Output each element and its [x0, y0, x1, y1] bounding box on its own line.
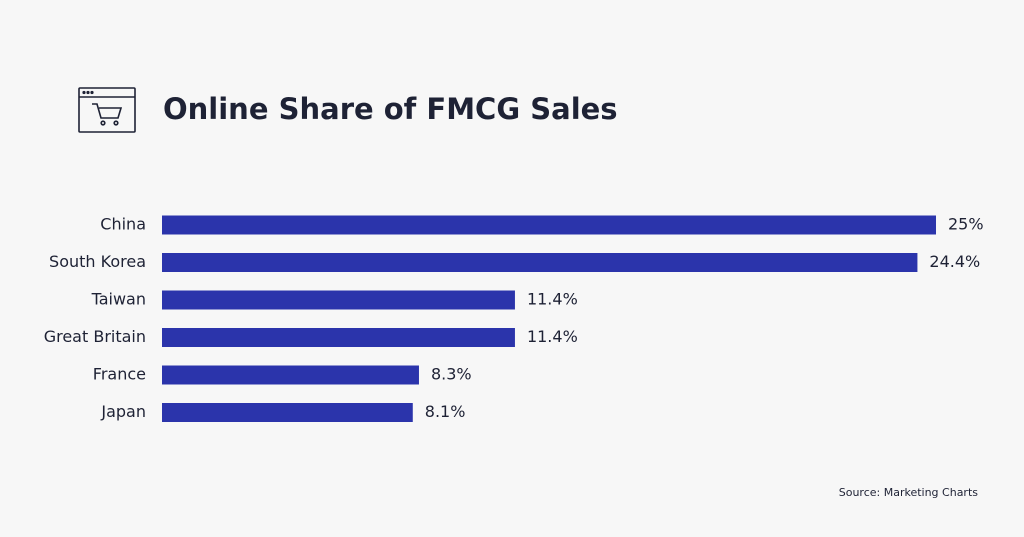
value-label: 8.1% — [425, 402, 466, 421]
value-label: 11.4% — [527, 327, 578, 346]
category-label: South Korea — [49, 252, 146, 271]
value-label: 8.3% — [431, 365, 472, 384]
category-label: China — [100, 215, 146, 234]
value-label: 25% — [948, 215, 984, 234]
source-note: Source: Marketing Charts — [839, 486, 979, 499]
category-label: Taiwan — [91, 290, 146, 309]
chart-title: Online Share of FMCG Sales — [163, 92, 618, 126]
cart-icon — [78, 87, 136, 133]
bar — [162, 290, 515, 310]
bar — [162, 403, 413, 422]
bar — [162, 328, 515, 347]
category-label: Japan — [100, 402, 146, 421]
bar — [162, 215, 936, 235]
category-label: France — [93, 365, 146, 384]
category-label: Great Britain — [44, 327, 146, 346]
bar — [162, 365, 419, 385]
value-label: 11.4% — [527, 290, 578, 309]
bar — [162, 253, 918, 272]
value-label: 24.4% — [929, 252, 980, 271]
